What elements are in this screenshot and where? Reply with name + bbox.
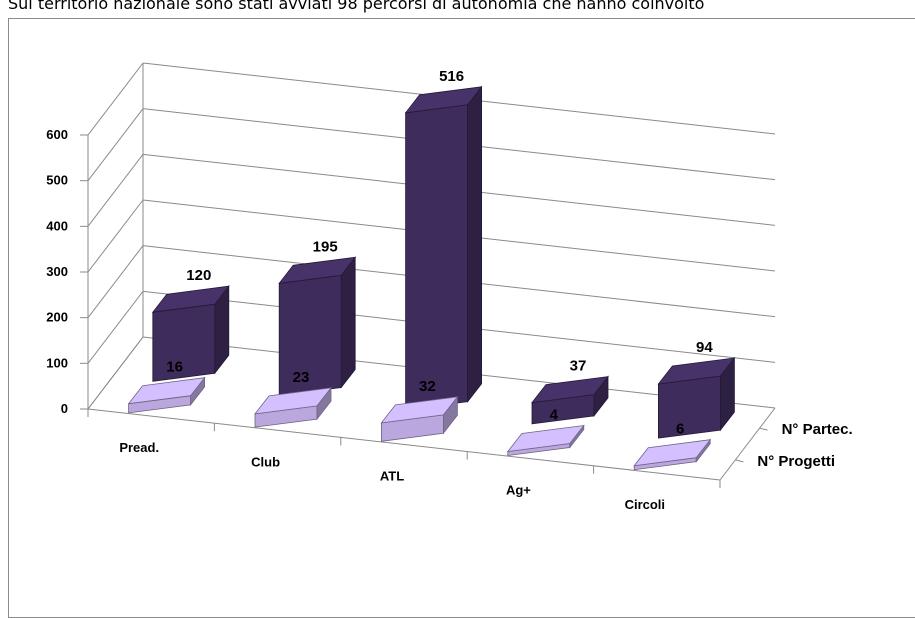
category-label: ATL: [380, 469, 404, 484]
bar: [506, 424, 585, 456]
side-gridline: [87, 245, 144, 318]
data-label: 120: [186, 267, 211, 284]
side-gridline: [87, 62, 144, 136]
side-gridline: [87, 154, 144, 227]
bar-top: [404, 86, 483, 114]
bar-top: [254, 387, 332, 415]
depth-axis: [719, 407, 776, 481]
bar-top: [127, 377, 206, 405]
bar: [657, 356, 736, 439]
bar-side: [467, 85, 483, 403]
series-label: N° Partec.: [782, 421, 853, 438]
y-tick-label: 500: [46, 173, 68, 188]
bar: [531, 375, 609, 425]
bar-top: [506, 424, 585, 453]
side-gridline: [87, 291, 144, 364]
series-label: N° Progetti: [757, 453, 835, 470]
bar: [127, 376, 206, 414]
data-label: 32: [419, 378, 436, 395]
bars: [127, 85, 736, 471]
data-label: 195: [313, 238, 338, 255]
bar-front: [405, 104, 469, 411]
data-label: 516: [439, 68, 464, 85]
header-text: Sul territorio nazionale sono stati avvi…: [8, 0, 705, 13]
side-gridline: [87, 199, 144, 273]
y-tick-label: 0: [61, 401, 68, 416]
y-tick-label: 300: [46, 264, 68, 279]
labels: 0 100 200 300 400 500 600 Pread. Club ATL Ag+ Circo…: [46, 68, 852, 512]
category-label: Ag+: [506, 483, 531, 498]
category-label: Pread.: [119, 440, 159, 455]
y-tick-label: 600: [46, 127, 68, 142]
data-label: 23: [293, 369, 310, 386]
data-label: 16: [166, 359, 183, 376]
bar: [278, 256, 357, 396]
bar-front: [152, 303, 216, 382]
data-label: 94: [696, 339, 713, 356]
bar-front: [658, 375, 721, 439]
bar: [404, 85, 483, 411]
category-label: Club: [251, 454, 280, 469]
data-label: 4: [550, 407, 559, 424]
floor-left-edge: [87, 336, 144, 410]
category-label: Circoli: [625, 497, 665, 512]
bar: [380, 395, 459, 442]
depth-tick: [735, 459, 744, 463]
axes: [80, 63, 776, 488]
y-tick-label: 200: [46, 310, 68, 325]
y-tick-label: 100: [46, 355, 68, 370]
bar-side: [340, 256, 356, 389]
bar-top: [633, 439, 712, 467]
bar-top: [531, 376, 609, 404]
bar: [633, 438, 712, 471]
depth-tick: [759, 427, 768, 431]
side-gridline: [87, 108, 144, 181]
bar-top: [657, 357, 736, 385]
bar: [254, 386, 332, 428]
bar-top: [380, 396, 459, 424]
x-axis: [87, 408, 721, 481]
bar-top: [278, 256, 357, 284]
data-label: 37: [570, 358, 587, 375]
bar-front: [278, 274, 342, 396]
bar-chart-3d: 0 100 200 300 400 500 600 Pread. Club ATL Ag+ Circo…: [46, 62, 853, 512]
bar-top: [151, 285, 230, 313]
data-label: 6: [676, 421, 684, 438]
bar: [151, 285, 230, 382]
y-tick-label: 400: [46, 218, 68, 233]
